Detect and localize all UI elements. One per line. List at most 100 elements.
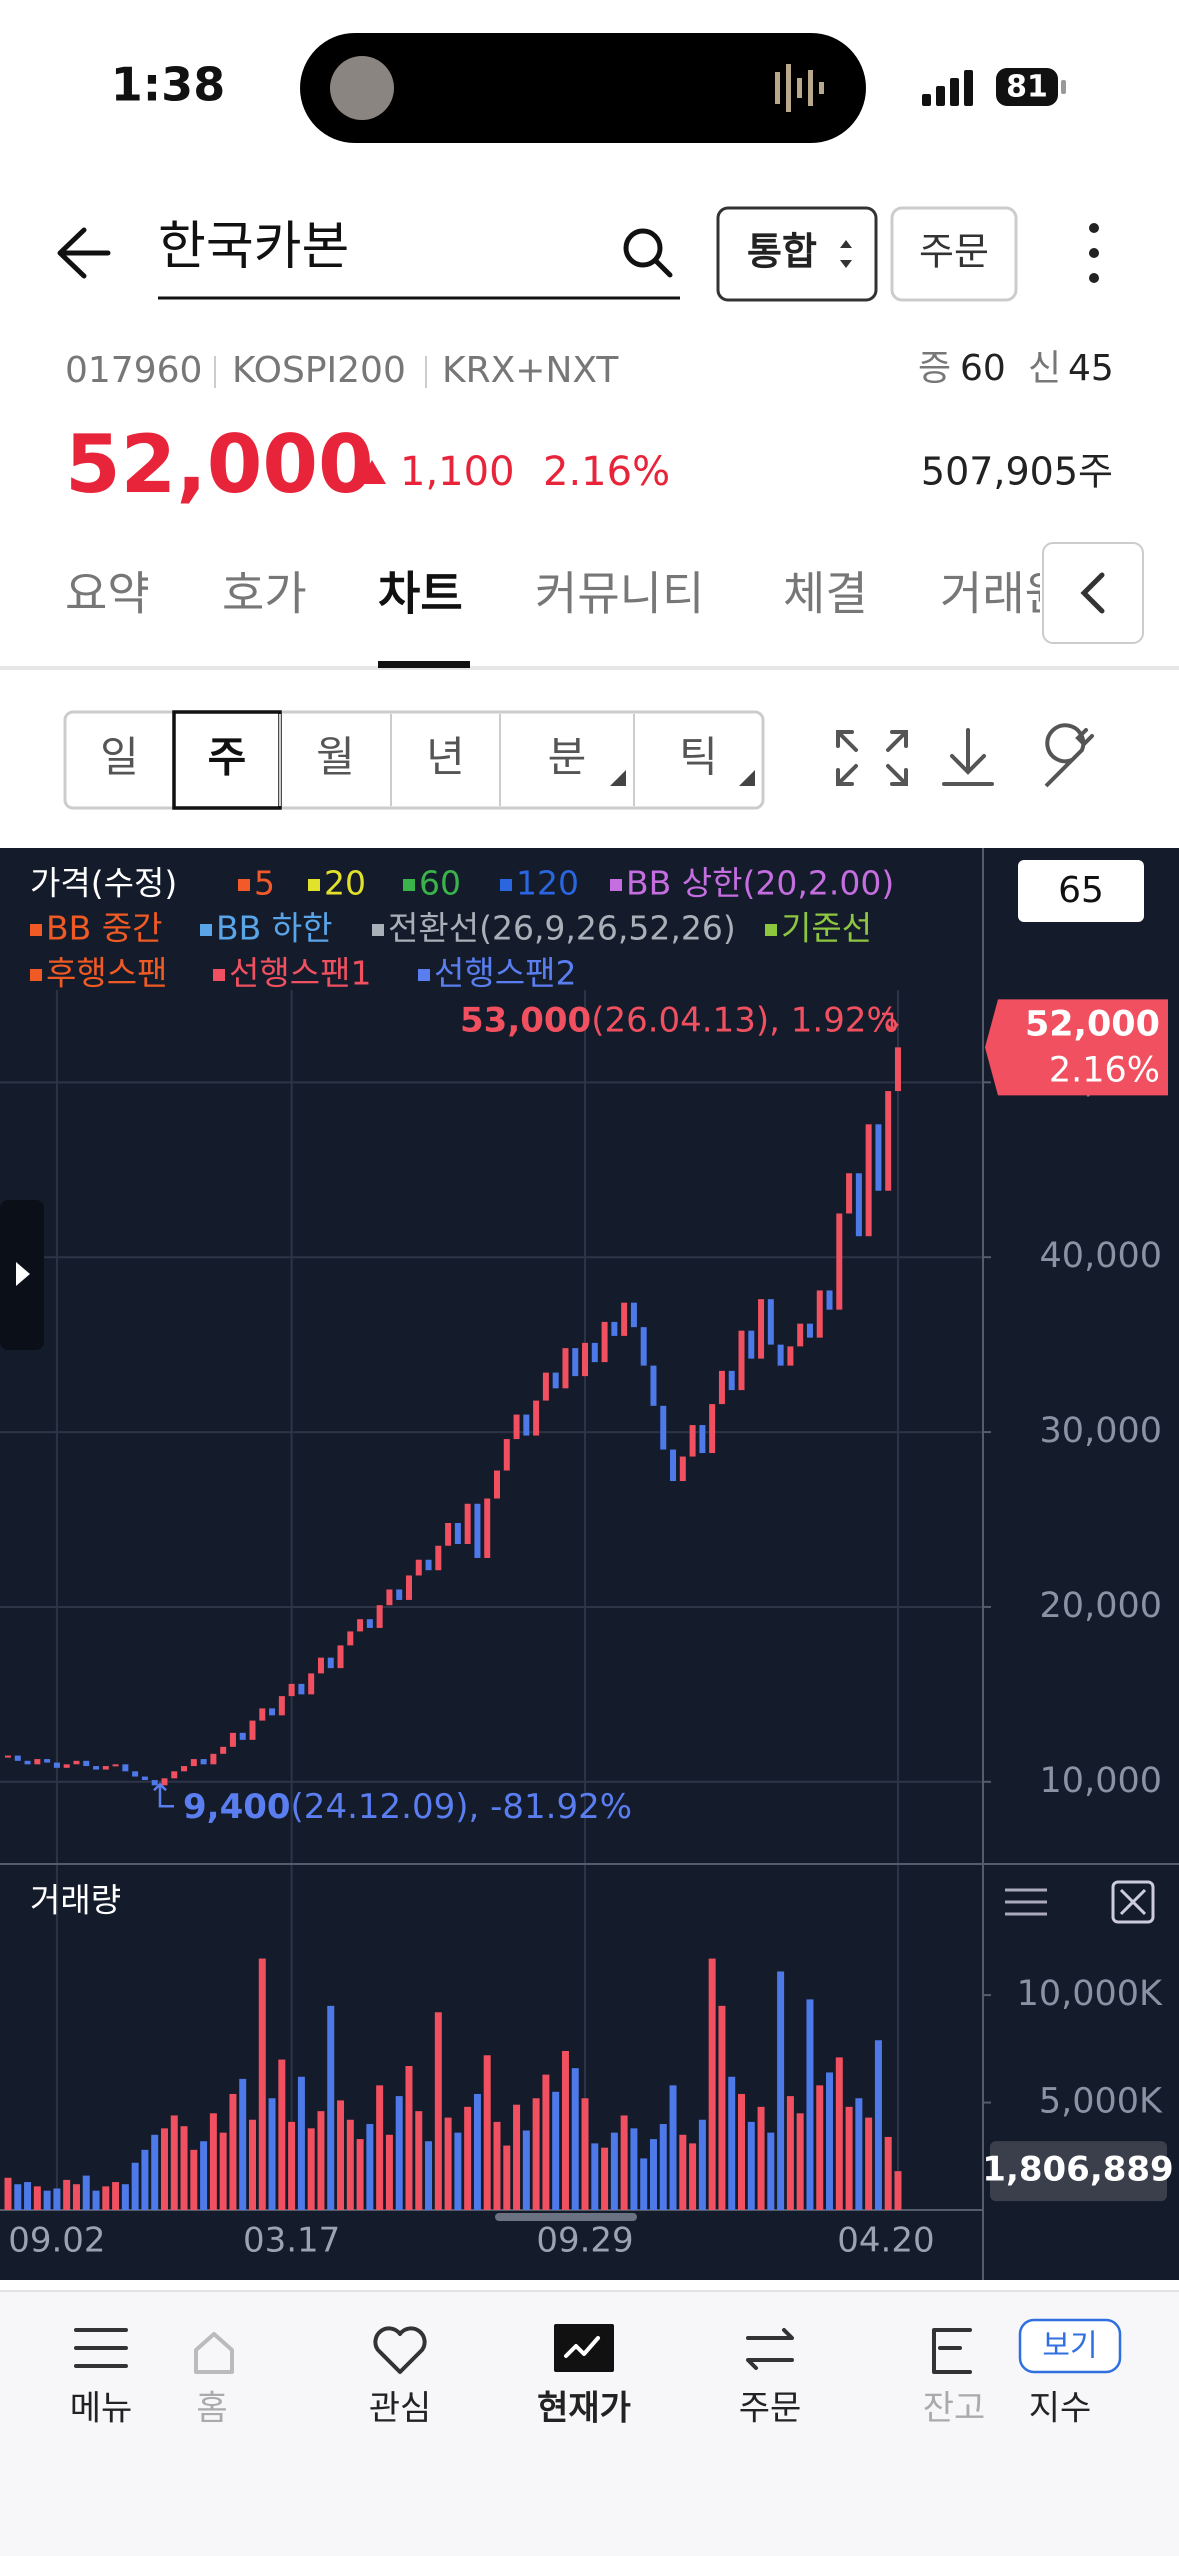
period-button[interactable]: 주 [208,733,247,782]
volume-bar [112,2182,120,2210]
margin-label: 증 [918,348,951,389]
volume-bar [816,2085,824,2210]
current-price: 52,000 [65,418,374,511]
legend-label: BB 하한 [216,909,333,948]
candle [797,1323,804,1347]
candle [337,1645,344,1669]
period-button[interactable]: 일 [100,733,139,782]
candle [141,1776,148,1781]
nav-item[interactable]: 관심 [369,2389,432,2429]
tab[interactable]: 차트 [378,567,463,621]
period-selected [172,710,282,810]
credit-label: 신 [1028,348,1061,389]
legend-swatch [213,969,225,981]
search-icon[interactable] [623,228,673,278]
x-tick-label: 04.20 [837,2221,934,2261]
dynamic-island [300,33,866,143]
search-input[interactable]: 한국카본 [158,217,349,277]
volume-bar [835,2057,843,2210]
nav-item[interactable]: 메뉴 [70,2389,133,2429]
legend-swatch [200,924,212,936]
separator [214,356,216,388]
candle [552,1372,559,1389]
candle [758,1299,765,1359]
tab[interactable]: 커뮤니티 [535,567,704,621]
trade-volume: 507,905주 [921,450,1113,494]
tab-separator [0,666,1179,670]
candle [357,1619,364,1632]
tab[interactable]: 체결 [783,567,868,621]
candle [806,1323,813,1338]
market-button[interactable] [716,206,878,302]
candle [630,1302,637,1328]
nav-item[interactable]: 지수 [1029,2389,1092,2429]
island-wave [775,64,824,112]
tab-scroll-button[interactable] [1042,542,1144,644]
volume-bar [72,2184,80,2210]
candle [83,1760,90,1767]
candle [640,1327,647,1366]
tab[interactable]: 호가 [222,567,307,621]
stock-exchange: KRX+NXT [442,350,619,391]
price-change: 1,100 [400,449,515,495]
volume-bar [415,2111,423,2210]
more-button[interactable] [1089,223,1099,283]
stock-code: 017960 [65,350,202,391]
candle [5,1755,11,1758]
volume-bar [102,2186,110,2210]
period-button[interactable]: 분 [548,733,587,782]
tab[interactable]: 요약 [65,567,150,621]
period-button[interactable]: 년 [426,733,465,782]
x-tick-label: 09.29 [536,2221,633,2261]
candle [855,1173,862,1237]
candle [523,1414,530,1436]
volume-bar [4,2177,12,2210]
volume-menu-icon[interactable] [1005,1888,1047,1916]
candle [24,1760,31,1765]
period-button[interactable]: 월 [316,733,355,782]
y-tick-label: 30,000 [1040,1411,1162,1451]
volume-bar [258,1958,266,2210]
volume-bar [532,2098,540,2210]
volume-bar [679,2134,687,2210]
candle [591,1342,598,1363]
download-icon[interactable] [942,728,994,786]
setting-box[interactable] [1018,860,1144,922]
back-button[interactable] [57,227,111,279]
volume-close-icon[interactable] [1111,1880,1155,1924]
last-price-badge [985,999,1168,1096]
volume-bar [405,2066,413,2210]
candle [445,1523,452,1546]
tab[interactable]: 거래원 [940,567,1067,621]
nav-badge[interactable] [1018,2318,1122,2374]
candle [826,1290,833,1310]
volume-bar [209,2113,217,2210]
candle [132,1771,139,1777]
volume-bar [581,2098,589,2210]
nav-badge-label: 보기 [1042,2329,1097,2364]
nav-item[interactable]: 주문 [739,2389,802,2429]
volume-bar [307,2128,315,2210]
volume-bar [190,2149,198,2210]
fullscreen-icon[interactable] [836,730,908,786]
nav-item[interactable]: 홈 [196,2389,227,2429]
settings-icon[interactable] [1044,723,1094,788]
balance-icon [932,2328,972,2374]
nav-item[interactable]: 현재가 [537,2389,631,2429]
chevron-icon [1080,572,1105,614]
volume-bar [160,2128,168,2210]
candle [816,1290,823,1338]
volume-bar [151,2134,159,2210]
legend-swatch [500,879,512,891]
nav-item[interactable]: 잔고 [923,2389,986,2429]
volume-close-x [1119,1888,1147,1916]
volume-bar [317,2111,325,2210]
candle [259,1708,266,1721]
volume-bar [82,2175,90,2210]
annotation-value: 9,400 [183,1787,291,1827]
candle [474,1503,481,1558]
candle [396,1589,403,1600]
order-button[interactable] [890,206,1018,302]
period-button[interactable]: 틱 [679,733,718,782]
